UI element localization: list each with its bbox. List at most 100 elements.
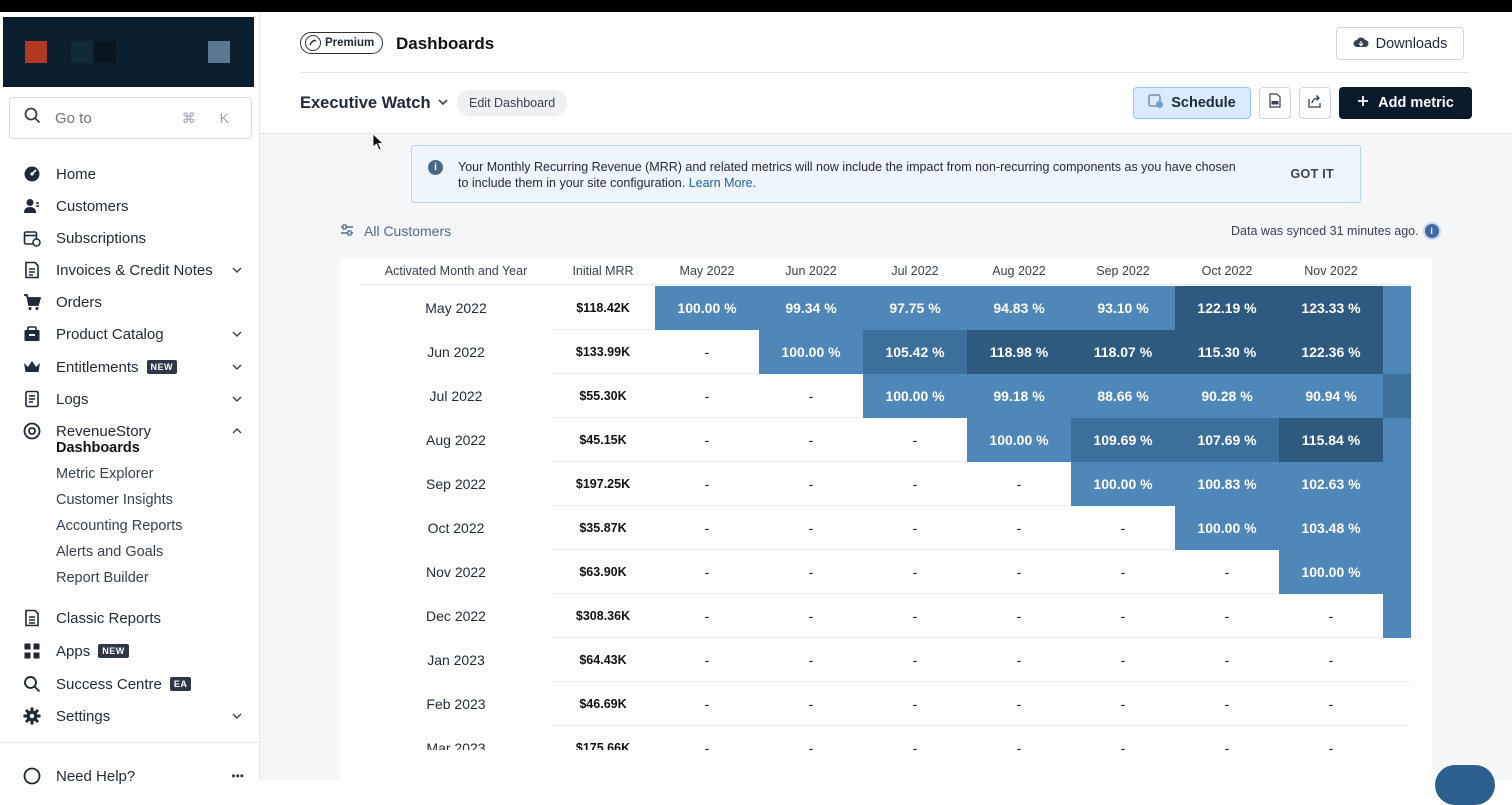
retention-cell[interactable]: - — [704, 608, 710, 624]
retention-cell[interactable]: 100.00 % — [967, 418, 1071, 462]
sidebar-subitem-metric-explorer[interactable]: Metric Explorer — [56, 466, 154, 482]
retention-cell[interactable]: 100.00 % — [1279, 550, 1383, 594]
retention-cell[interactable]: - — [808, 696, 814, 712]
retention-cell[interactable]: - — [912, 476, 918, 492]
sidebar-item-customers[interactable]: Customers — [22, 192, 244, 220]
retention-cell[interactable]: - — [808, 520, 814, 536]
retention-cell[interactable]: - — [912, 652, 918, 668]
sidebar-item-success-centre[interactable]: Success Centre EA — [22, 670, 244, 698]
retention-cell[interactable]: - — [1328, 652, 1334, 668]
retention-cell[interactable]: 100.00 % — [1175, 506, 1279, 550]
sidebar-item-revenuestory[interactable]: RevenueStory — [22, 417, 244, 445]
got-it-button[interactable]: GOT IT — [1290, 167, 1334, 181]
retention-cell[interactable]: 1 — [1383, 594, 1411, 638]
retention-cell[interactable]: 94.83 % — [967, 286, 1071, 330]
need-help[interactable]: Need Help? ••• — [22, 762, 244, 790]
retention-cell[interactable]: 100.00 % — [759, 330, 863, 374]
retention-cell[interactable]: - — [1224, 696, 1230, 712]
sidebar-item-product-catalog[interactable]: Product Catalog — [22, 320, 244, 348]
retention-cell[interactable]: - — [808, 608, 814, 624]
retention-cell[interactable]: - — [1224, 740, 1230, 750]
sidebar-subitem-alerts-and-goals[interactable]: Alerts and Goals — [56, 544, 164, 560]
retention-cell[interactable]: 107.69 % — [1175, 418, 1279, 462]
downloads-button[interactable]: Downloads — [1336, 27, 1464, 60]
retention-cell[interactable]: 105.42 % — [863, 330, 967, 374]
sidebar-subitem-report-builder[interactable]: Report Builder — [56, 570, 149, 586]
retention-cell[interactable]: 100.00 % — [1071, 462, 1175, 506]
retention-cell[interactable]: 115.84 % — [1279, 418, 1383, 462]
sidebar-item-entitlements[interactable]: Entitlements NEW — [22, 353, 244, 381]
retention-cell[interactable]: - — [1120, 740, 1126, 750]
chevron-down-icon[interactable] — [230, 263, 244, 277]
sidebar-subitem-customer-insights[interactable]: Customer Insights — [56, 492, 173, 508]
chevron-up-icon[interactable] — [230, 424, 244, 438]
retention-cell[interactable]: 100.83 % — [1175, 462, 1279, 506]
retention-cell[interactable]: - — [1224, 564, 1230, 580]
customer-filter[interactable]: All Customers — [340, 223, 451, 239]
retention-cell[interactable]: 93.10 % — [1071, 286, 1175, 330]
retention-cell[interactable]: 122.36 % — [1279, 330, 1383, 374]
sidebar-item-home[interactable]: Home — [22, 160, 244, 188]
retention-cell[interactable]: - — [1016, 608, 1022, 624]
retention-cell[interactable]: 115.30 % — [1175, 330, 1279, 374]
retention-cell[interactable]: 90.28 % — [1175, 374, 1279, 418]
retention-cell[interactable]: - — [1120, 564, 1126, 580]
chevron-down-icon[interactable] — [230, 709, 244, 723]
retention-cell[interactable]: - — [1016, 476, 1022, 492]
retention-cell[interactable]: - — [808, 740, 814, 750]
retention-cell[interactable]: 90.94 % — [1279, 374, 1383, 418]
retention-cell[interactable]: - — [808, 388, 814, 404]
goto-input[interactable]: Go to — [55, 109, 92, 127]
retention-cell[interactable]: - — [704, 652, 710, 668]
retention-cell[interactable]: - — [1328, 608, 1334, 624]
info-icon[interactable]: i — [1424, 224, 1439, 238]
retention-cell[interactable]: - — [912, 520, 918, 536]
sidebar-item-settings[interactable]: Settings — [22, 702, 244, 730]
sidebar-item-classic-reports[interactable]: Classic Reports — [22, 604, 244, 632]
retention-cell[interactable]: 97.75 % — [863, 286, 967, 330]
learn-more-link[interactable]: Learn More. — [688, 176, 757, 190]
retention-cell[interactable]: - — [704, 388, 710, 404]
dashboard-selector[interactable]: Executive Watch — [300, 94, 449, 113]
retention-cell[interactable]: 88.66 % — [1071, 374, 1175, 418]
retention-cell[interactable]: - — [808, 564, 814, 580]
retention-cell[interactable]: - — [912, 608, 918, 624]
retention-cell[interactable]: 1 — [1383, 418, 1411, 462]
retention-cell[interactable]: 103.48 % — [1279, 506, 1383, 550]
retention-cell[interactable]: - — [1016, 740, 1022, 750]
retention-cell[interactable]: - — [912, 696, 918, 712]
retention-cell[interactable]: 99.18 % — [967, 374, 1071, 418]
add-metric-button[interactable]: Add metric — [1339, 87, 1472, 119]
retention-cell[interactable]: - — [1328, 740, 1334, 750]
retention-cell[interactable] — [1383, 682, 1411, 726]
retention-cell[interactable]: - — [912, 432, 918, 448]
sidebar-subitem-dashboards[interactable]: Dashboards — [56, 440, 140, 456]
pdf-export-button[interactable] — [1259, 87, 1291, 119]
chevron-down-icon[interactable] — [230, 327, 244, 341]
retention-cell[interactable]: 1 — [1383, 550, 1411, 594]
retention-cell[interactable]: - — [912, 564, 918, 580]
retention-cell[interactable]: 100.00 % — [863, 374, 967, 418]
goto-search[interactable]: Go to ⌘ K — [9, 97, 252, 139]
retention-cell[interactable]: - — [704, 696, 710, 712]
retention-cell[interactable]: - — [1016, 652, 1022, 668]
chevron-down-icon[interactable] — [230, 360, 244, 374]
retention-cell[interactable]: 100.00 % — [655, 286, 759, 330]
retention-cell[interactable] — [1383, 638, 1411, 682]
sidebar-subitem-accounting-reports[interactable]: Accounting Reports — [56, 518, 183, 534]
retention-cell[interactable]: - — [704, 520, 710, 536]
retention-cell[interactable]: 1 — [1383, 286, 1411, 330]
retention-cell[interactable]: - — [704, 432, 710, 448]
retention-cell[interactable]: - — [704, 740, 710, 750]
retention-cell[interactable]: 122.19 % — [1175, 286, 1279, 330]
retention-cell[interactable] — [1383, 726, 1411, 750]
sidebar-item-logs[interactable]: Logs — [22, 385, 244, 413]
retention-cell[interactable]: - — [1016, 564, 1022, 580]
retention-cell[interactable]: - — [808, 476, 814, 492]
retention-cell[interactable]: - — [1120, 520, 1126, 536]
retention-cell[interactable]: - — [1328, 696, 1334, 712]
retention-cell[interactable]: - — [1016, 696, 1022, 712]
retention-cell[interactable]: 109.69 % — [1071, 418, 1175, 462]
retention-cell[interactable]: - — [808, 652, 814, 668]
sidebar-item-subscriptions[interactable]: Subscriptions — [22, 224, 244, 252]
